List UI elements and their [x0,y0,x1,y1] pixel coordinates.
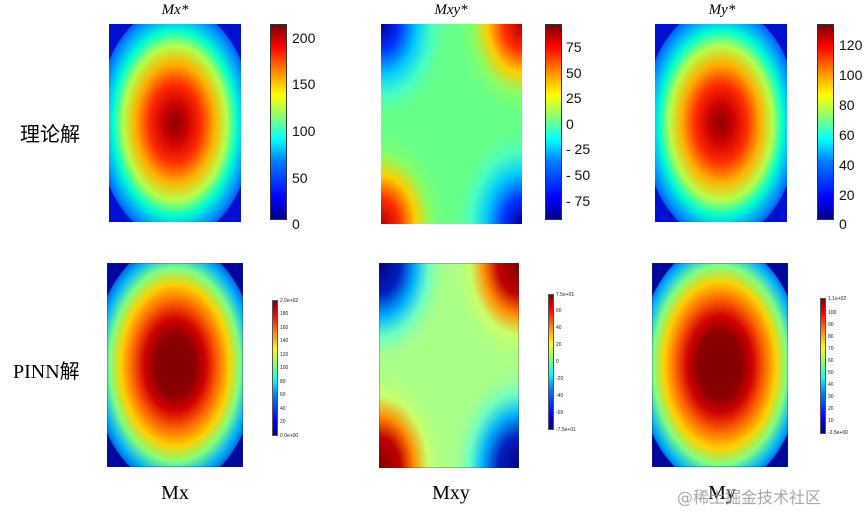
row-label-pinn: PINN解 [13,361,80,383]
tick: -20 [556,376,564,382]
bottom-label-mxy: Mxy [432,482,470,505]
tick: 100 [280,365,289,371]
tick: 20 [280,419,286,425]
tick: 30 [828,394,834,400]
title-mx-theory: Mx* [161,2,189,18]
colorbar-my-pinn [820,298,826,434]
tick: 50 [566,65,582,81]
tick: 0 [556,359,559,365]
tick: 0 [839,216,847,232]
tick: -60 [556,410,564,416]
colorbar-mx-theory [270,24,287,220]
tick: 120 [280,352,289,358]
tick: 160 [280,325,289,331]
tick: 60 [280,392,286,398]
heatmap-mxy-theory [381,24,522,224]
bottom-label-my: My [708,482,736,505]
bottom-label-mx: Mx [161,482,189,505]
watermark: @稀土掘金技术社区 [677,488,822,507]
tick: 0 [292,216,300,232]
tick: 50 [828,370,834,376]
tick: 80 [839,97,855,113]
tick: 0 [566,116,574,132]
tick: 1.1e+02 [828,296,847,302]
tick: 100 [839,67,863,83]
tick: 120 [839,37,863,53]
tick: 70 [828,346,834,352]
heatmap-my-pinn [652,263,788,467]
bottom-label-my-text: My [708,482,736,504]
heatmap-mx-theory [109,24,241,222]
bottom-label-mxy-text: Mxy [432,482,470,504]
tick: 25 [566,90,582,106]
tick: -40 [556,393,564,399]
tick: 75 [566,39,582,55]
tick: 40 [280,406,286,412]
tick: 200 [292,30,316,46]
colorbar-my-theory [817,24,834,220]
tick: 50 [292,170,308,186]
tick: - 50 [566,167,591,183]
tick: 90 [828,322,834,328]
row-label-theory: 理论解 [20,124,80,146]
tick: 20 [556,342,562,348]
tick: 180 [280,311,289,317]
tick: 0.0e+00 [280,433,299,439]
colorbar-mxy-pinn [548,294,554,430]
tick: 80 [828,334,834,340]
tick: 10 [828,418,834,424]
heatmap-mxy-pinn [379,263,519,468]
colorbar-mxy-theory [545,24,562,220]
title-my-theory: My* [708,2,736,18]
tick: 150 [292,76,316,92]
tick: 40 [828,382,834,388]
tick: - 25 [566,141,591,157]
tick: 20 [828,406,834,412]
tick: 100 [292,123,316,139]
tick: -7.5e+01 [556,427,576,433]
heatmap-my-theory [655,24,787,222]
tick: 40 [839,157,855,173]
heatmap-mx-pinn [107,263,243,467]
tick: 60 [828,358,834,364]
tick: 80 [280,379,286,385]
tick: 140 [280,338,289,344]
tick: 40 [556,325,562,331]
tick: 60 [556,308,562,314]
colorbar-mx-pinn [272,300,278,436]
bottom-label-mx-text: Mx [161,482,189,504]
tick: - 75 [566,193,591,209]
tick: 2.0e+02 [280,298,299,304]
tick: 20 [839,187,855,203]
tick: 100 [828,310,837,316]
tick: 7.5e+01 [556,292,575,298]
tick: -3.5e+00 [828,430,848,436]
tick: 60 [839,127,855,143]
title-mxy-theory: Mxy* [434,2,468,18]
